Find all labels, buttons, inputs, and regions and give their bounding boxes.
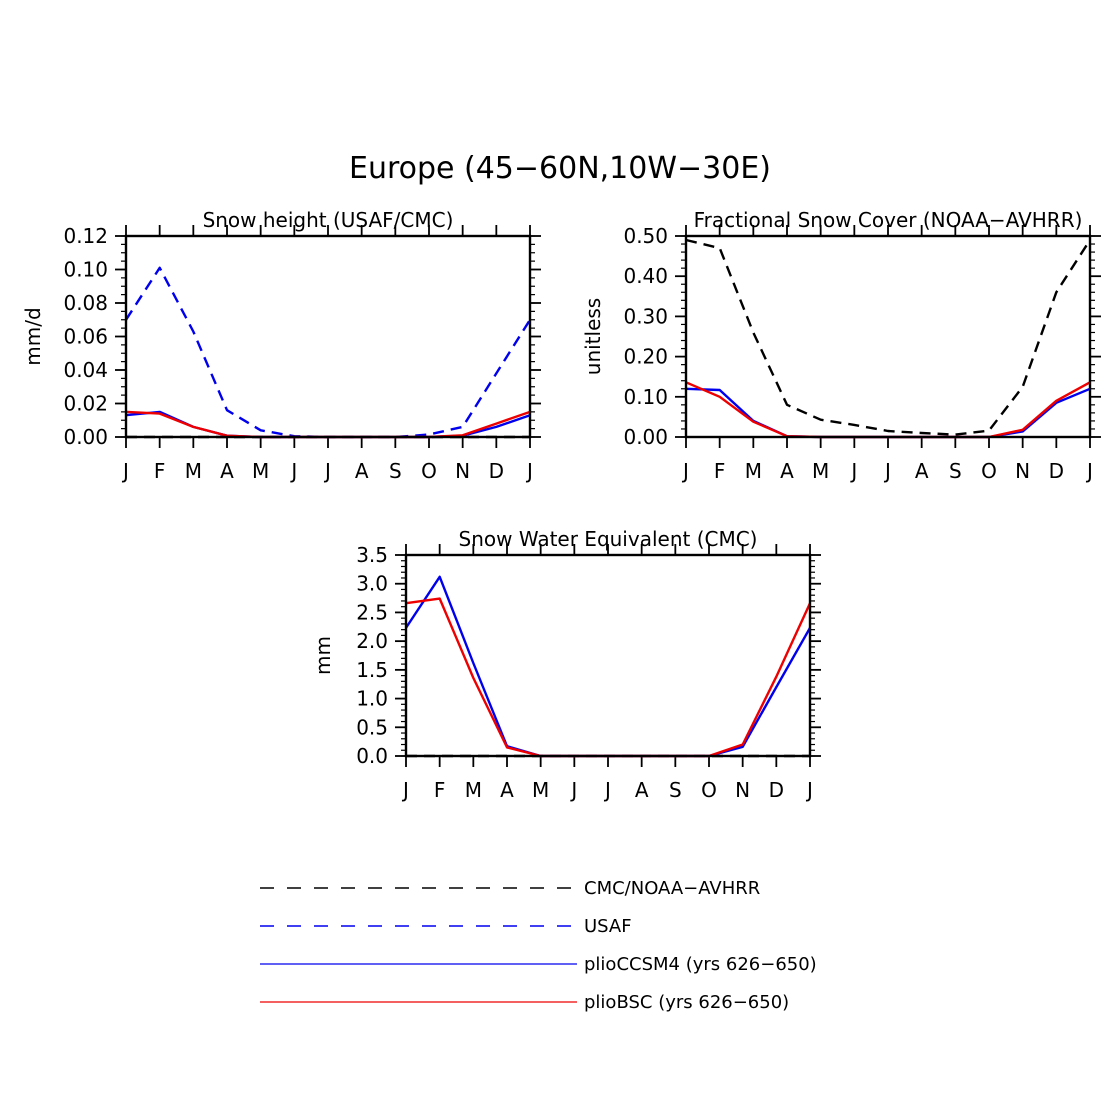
panel-snow-water-equivalent: Snow Water Equivalent (CMC)mm0.00.51.01.… [311,527,821,802]
y-tick-label: 0.12 [63,224,108,248]
legend: CMC/NOAA−AVHRR USAF plioCCSM4 (yrs 626−650… [260,878,817,1013]
legend-label: plioCCSM4 (yrs 626−650) [584,954,817,975]
x-tick-label: A [500,778,514,802]
x-tick-label: M [812,459,829,483]
y-tick-label: 3.0 [356,572,388,596]
y-tick-label: 0.30 [623,304,668,328]
x-tick-label: J [603,778,611,802]
y-tick-label: 0.00 [623,425,668,449]
x-tick-label: M [532,778,549,802]
x-tick-label: J [289,459,297,483]
series-line-plioCCSM4 [685,387,1091,439]
x-tick-label: J [805,778,813,802]
y-axis-label: mm [311,636,335,675]
x-tick-label: N [455,459,470,483]
x-tick-label: A [780,459,794,483]
figure-title: Europe (45−60N,10W−30E) [349,151,771,186]
y-tick-label: 0.20 [623,345,668,369]
x-tick-label: A [635,778,649,802]
plot-frame [684,234,1092,439]
x-tick-label: D [769,778,784,802]
series-line-plioBSC [405,597,812,758]
series-line-obs_cmc_noaa [685,238,1092,436]
x-tick-label: S [669,778,682,802]
x-tick-label: D [1049,459,1064,483]
y-tick-label: 0.00 [63,425,108,449]
x-tick-label: J [525,459,533,483]
x-tick-label: M [185,459,202,483]
plot-frame [404,553,812,758]
x-tick-label: M [745,459,762,483]
x-tick-label: A [915,459,929,483]
y-tick-label: 1.5 [356,658,388,682]
y-tick-label: 0.06 [63,325,108,349]
x-tick-label: J [883,459,891,483]
legend-label: USAF [584,916,632,937]
y-tick-label: 2.5 [356,600,388,624]
y-axis-label: mm/d [21,307,45,365]
x-tick-label: J [401,778,409,802]
x-tick-label: S [949,459,962,483]
x-tick-label: N [735,778,750,802]
x-tick-label: F [714,459,726,483]
x-tick-label: J [849,459,857,483]
x-tick-label: J [681,459,689,483]
x-tick-label: M [252,459,269,483]
x-tick-label: F [434,778,446,802]
y-tick-label: 0.5 [356,715,388,739]
y-tick-label: 1.0 [356,687,388,711]
panel-snow-height: Snow height (USAF/CMC)mm/d0.000.020.040.… [21,208,541,483]
y-tick-label: 0.08 [63,291,108,315]
x-tick-label: A [220,459,234,483]
x-tick-label: F [154,459,166,483]
y-tick-label: 0.10 [623,385,668,409]
y-tick-label: 0.40 [623,264,668,288]
x-tick-label: S [389,459,402,483]
legend-label: plioBSC (yrs 626−650) [584,992,789,1013]
x-tick-label: M [465,778,482,802]
x-tick-label: O [701,778,717,802]
y-tick-label: 0.50 [623,224,668,248]
x-tick-label: J [1085,459,1093,483]
series-line-obs_usaf [124,266,532,439]
x-tick-label: D [489,459,504,483]
x-tick-label: J [121,459,129,483]
y-tick-label: 0.04 [63,358,108,382]
series-line-plioBSC [685,381,1091,439]
plot-frame [124,234,532,439]
y-tick-label: 0.0 [356,744,388,768]
x-tick-label: J [323,459,331,483]
x-tick-label: A [355,459,369,483]
x-tick-label: O [981,459,997,483]
y-tick-label: 0.02 [63,392,108,416]
x-tick-label: O [421,459,437,483]
y-axis-label: unitless [581,298,605,375]
panel-fractional-snow-cover: Fractional Snow Cover (NOAA−AVHRR)unitle… [581,208,1101,483]
x-tick-label: N [1015,459,1030,483]
legend-label: CMC/NOAA−AVHRR [584,878,760,899]
y-tick-label: 2.0 [356,629,388,653]
y-tick-label: 0.10 [63,258,108,282]
x-tick-label: J [569,778,577,802]
y-tick-label: 3.5 [356,543,388,567]
